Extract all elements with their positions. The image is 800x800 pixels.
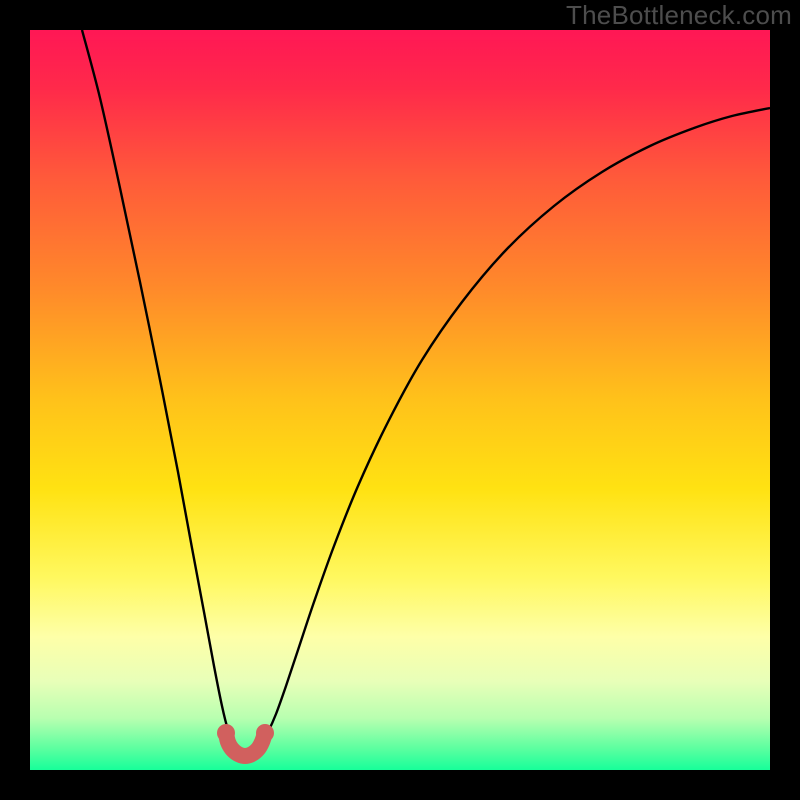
plot-svg — [30, 30, 770, 770]
chart-frame: TheBottleneck.com — [0, 0, 800, 800]
watermark-text: TheBottleneck.com — [566, 0, 792, 31]
plot-area — [30, 30, 770, 770]
